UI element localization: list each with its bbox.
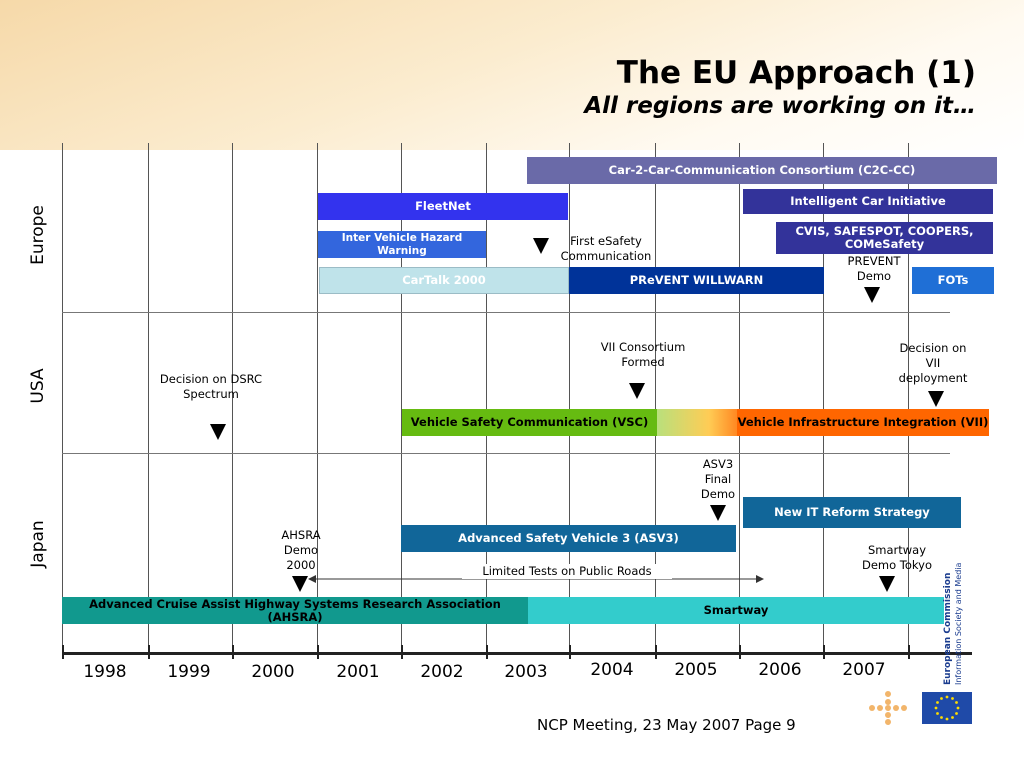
bar-vsc: Vehicle Safety Communication (VSC) [402,409,657,436]
grid-vline [823,143,824,653]
grid-vline [401,143,402,653]
region-label-usa: USA [28,368,48,404]
title-line-2: All regions are working on it… [584,93,976,119]
bar-intelligent-car: Intelligent Car Initiative [743,189,993,214]
bar-smartway: Smartway [528,597,944,624]
svg-text:European Commission: European Commission [943,573,953,685]
year-label: 1998 [83,662,127,682]
label-first-esafety: First eSafety Communication [560,234,652,263]
year-label: 2002 [420,662,464,682]
bar-vii: Vehicle Infrastructure Integration (VII) [737,409,989,436]
label-ahsra-demo: AHSRA Demo 2000 [281,528,321,572]
grid-vline [739,143,740,653]
axis-tick [232,645,234,659]
bar-c2c-cc: Car-2-Car-Communication Consortium (C2C-… [527,157,997,184]
axis-tick [148,645,150,659]
limited-tests-arrow [308,575,764,583]
label-asv3-demo: ASV3 Final Demo [700,457,736,501]
title-line-1: The EU Approach (1) [616,55,976,91]
year-label: 2000 [251,662,295,682]
grid-vline [486,143,487,653]
footer-text: NCP Meeting, 23 May 2007 Page 9 [537,716,796,734]
bar-ahsra: Advanced Cruise Assist Highway Systems R… [62,597,528,624]
axis-tick [655,645,657,659]
year-label: 1999 [167,662,211,682]
year-label: 2007 [842,660,886,680]
milestone-marker [879,576,895,592]
label-vii-formed: VII Consortium Formed [600,340,686,369]
label-prevent-demo: PREVENT Demo [847,254,901,283]
bar-asv3: Advanced Safety Vehicle 3 (ASV3) [401,525,736,552]
region-label-europe: Europe [28,205,48,265]
label-smartway-demo: Smartway Demo Tokyo [861,543,933,572]
axis-tick [908,645,910,659]
milestone-marker [533,238,549,254]
axis-tick [62,645,64,659]
grid-vline [62,143,63,653]
bar-fleetnet: FleetNet [318,193,568,220]
time-axis [62,652,972,655]
year-label: 2003 [504,662,548,682]
axis-tick [739,645,741,659]
bar-ivhw: Inter Vehicle Hazard Warning [318,231,486,258]
milestone-marker [292,576,308,592]
bar-new-it: New IT Reform Strategy [743,497,961,528]
label-dsrc-decision: Decision on DSRC Spectrum [159,372,263,401]
bar-cartalk: CarTalk 2000 [319,267,569,294]
year-label: 2005 [674,660,718,680]
slide-title: The EU Approach (1) All regions are work… [584,55,976,121]
grid-vline [908,143,909,653]
axis-tick [317,645,319,659]
eu-flag-icon [922,692,972,724]
bar-transition [657,409,737,436]
header-background [0,0,1024,150]
year-label: 2004 [590,660,634,680]
bar-cvis: CVIS, SAFESPOT, COOPERS, COMeSafety [776,222,993,254]
decorative-dots-icon [869,691,907,725]
svg-text:Information Society and Media: Information Society and Media [954,563,963,686]
label-limited-tests: Limited Tests on Public Roads [462,564,672,579]
milestone-marker [928,391,944,407]
region-separator [62,312,950,313]
bar-fots: FOTs [912,267,994,294]
bar-prevent-willwarn: PReVENT WILLWARN [569,267,824,294]
milestone-marker [629,383,645,399]
grid-vline [148,143,149,653]
region-label-japan: Japan [28,520,48,568]
label-vii-decision: Decision on VII deployment [898,341,968,385]
axis-tick [401,645,403,659]
axis-tick [569,645,571,659]
grid-vline [569,143,570,653]
milestone-marker [710,505,726,521]
region-separator [62,453,950,454]
grid-vline [655,143,656,653]
milestone-marker [864,287,880,303]
axis-tick [486,645,488,659]
european-commission-logo: European Commission Information Society … [943,563,963,686]
grid-vline [232,143,233,653]
milestone-marker [210,424,226,440]
year-label: 2006 [758,660,802,680]
axis-tick [823,645,825,659]
grid-vline [317,143,318,653]
year-label: 2001 [336,662,380,682]
